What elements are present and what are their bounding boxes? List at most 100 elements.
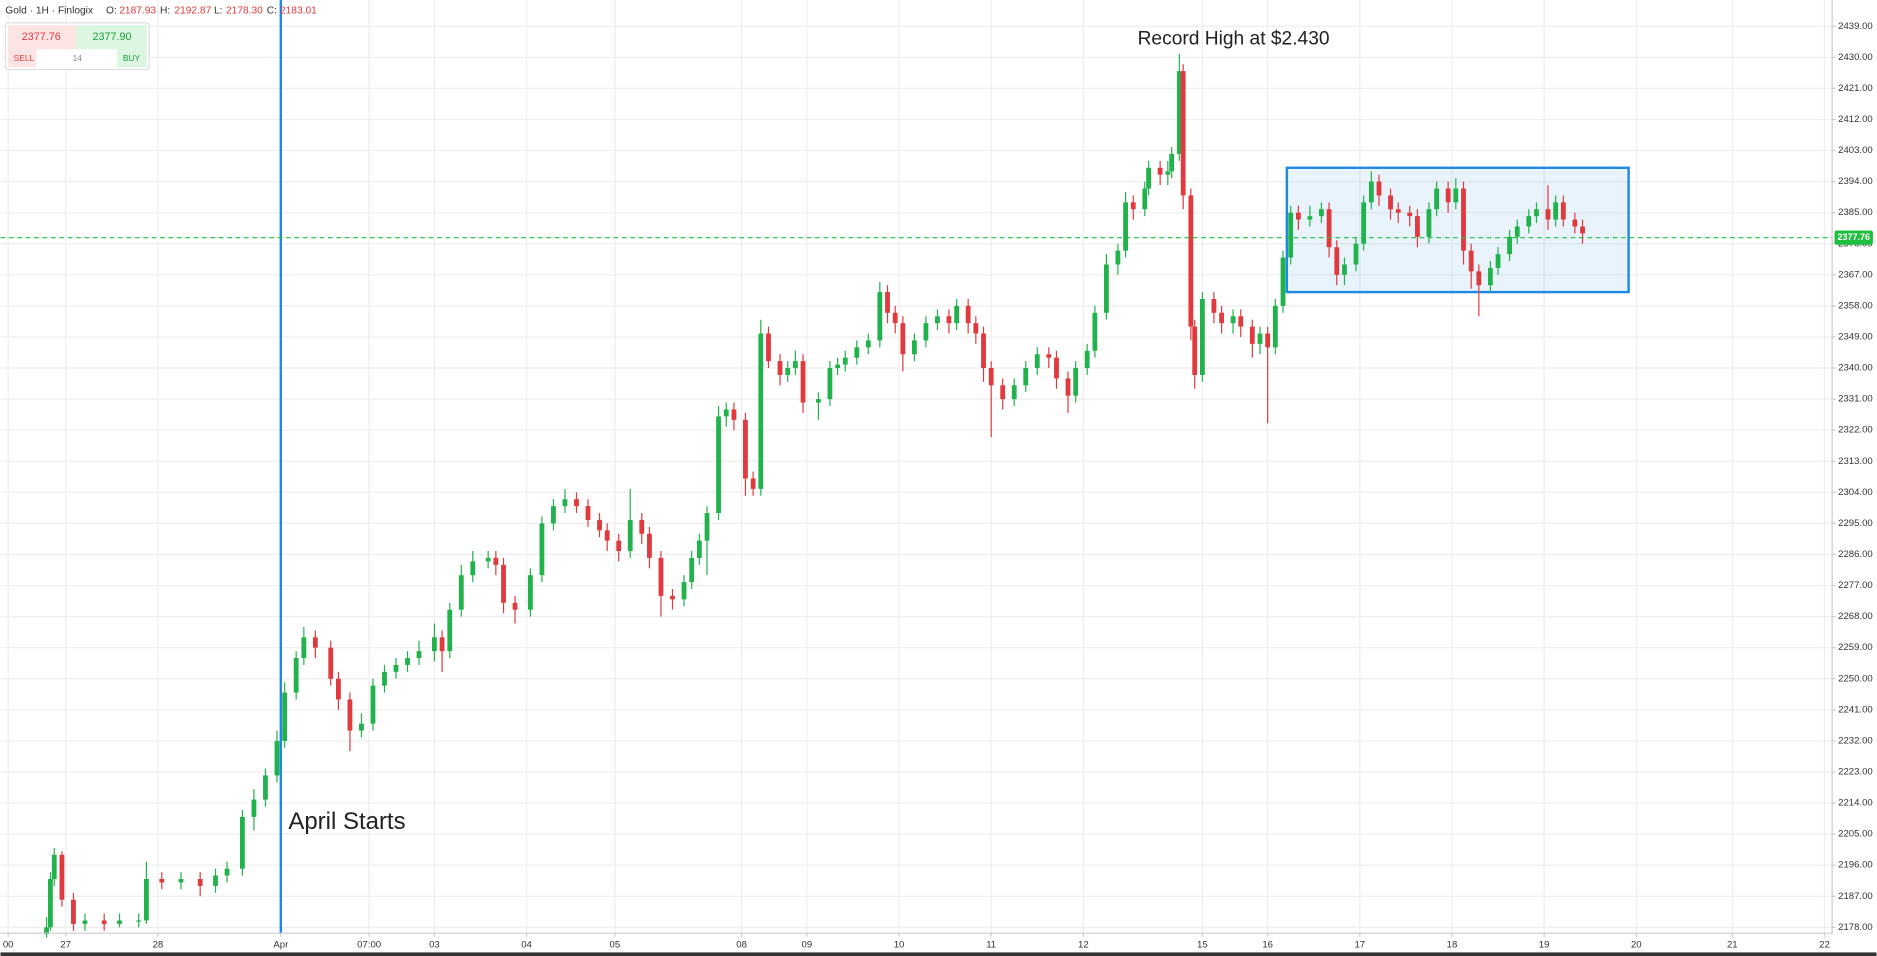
candle-body bbox=[224, 868, 230, 876]
candle-body bbox=[639, 519, 645, 534]
y-tick-label: 2403.00 bbox=[1838, 145, 1873, 156]
candle-body bbox=[704, 513, 710, 541]
candle-body bbox=[144, 879, 149, 921]
candle-body bbox=[1319, 209, 1324, 217]
candle-body bbox=[1192, 326, 1198, 375]
candle-body bbox=[574, 499, 579, 507]
candle-body bbox=[1468, 250, 1474, 272]
last-price-label: 2377.76 bbox=[1837, 232, 1869, 242]
candle-body bbox=[865, 340, 871, 348]
candle-body bbox=[48, 879, 53, 928]
y-tick-label: 2232.00 bbox=[1838, 735, 1873, 746]
candle-body bbox=[1368, 181, 1374, 203]
candle-body bbox=[1230, 316, 1236, 324]
buy-button[interactable] bbox=[116, 49, 147, 68]
y-tick-label: 2223.00 bbox=[1838, 767, 1873, 778]
x-tick-label: Apr bbox=[273, 940, 289, 951]
x-tick-label: 18 bbox=[1447, 940, 1458, 951]
candle-body bbox=[842, 357, 848, 365]
y-tick-label: 2394.00 bbox=[1838, 176, 1873, 187]
candle-body bbox=[1461, 188, 1466, 251]
candle-body bbox=[1046, 354, 1052, 358]
candle-body bbox=[1188, 195, 1194, 327]
candle-body bbox=[854, 347, 860, 358]
x-tick-label: 08 bbox=[736, 940, 747, 951]
candle-body bbox=[954, 305, 960, 324]
candle-body bbox=[604, 530, 610, 541]
candle-body bbox=[1073, 368, 1079, 396]
candle-body bbox=[432, 637, 437, 652]
candle-body bbox=[1295, 212, 1301, 220]
x-tick-label: 28 bbox=[153, 940, 164, 951]
candle-body bbox=[562, 499, 568, 507]
grid bbox=[0, 0, 1833, 934]
candle-body bbox=[1115, 250, 1121, 265]
buy-box[interactable] bbox=[76, 25, 147, 50]
x-tick-label: 00 bbox=[3, 940, 14, 951]
candle-body bbox=[1487, 267, 1493, 286]
x-tick-label: 10 bbox=[894, 940, 905, 951]
candle-body bbox=[973, 323, 979, 334]
candle-body bbox=[785, 368, 791, 375]
x-tick-label: 07:00 bbox=[357, 940, 381, 951]
candle-body bbox=[1572, 219, 1578, 227]
x-tick-label: 17 bbox=[1354, 940, 1365, 951]
candle-body bbox=[1495, 254, 1501, 268]
candle-body bbox=[1388, 195, 1393, 210]
candle-body bbox=[136, 920, 142, 922]
candle-body bbox=[1249, 326, 1255, 344]
candle-body bbox=[382, 671, 387, 686]
ohlc-value: 2192.87 bbox=[174, 5, 211, 16]
candle-body bbox=[658, 557, 664, 596]
candle-body bbox=[743, 419, 748, 479]
candle-body bbox=[1560, 202, 1566, 220]
candle-body bbox=[71, 899, 76, 924]
candle-body bbox=[981, 333, 986, 369]
candle-body bbox=[240, 816, 245, 869]
candle-body bbox=[1084, 350, 1090, 369]
candle-body bbox=[1023, 368, 1029, 386]
candle-body bbox=[501, 564, 506, 603]
candle-body bbox=[1142, 188, 1148, 210]
candle-body bbox=[447, 609, 453, 652]
candle-body bbox=[716, 416, 721, 514]
buy-label[interactable]: BUY bbox=[123, 53, 141, 63]
sell-button[interactable] bbox=[7, 49, 37, 68]
y-tick-label: 2430.00 bbox=[1838, 52, 1873, 63]
y-tick-label: 2340.00 bbox=[1838, 363, 1873, 374]
x-tick-label: 19 bbox=[1539, 940, 1550, 951]
x-tick-label: 27 bbox=[60, 940, 71, 951]
sell-box[interactable] bbox=[7, 25, 77, 50]
x-tick-label: 11 bbox=[986, 940, 996, 951]
ohlc-label: L: bbox=[214, 5, 223, 16]
candle-body bbox=[197, 879, 203, 886]
candle-body bbox=[647, 533, 652, 558]
candle-body bbox=[1219, 312, 1224, 324]
sell-label[interactable]: SELL bbox=[14, 53, 35, 63]
candle-body bbox=[689, 557, 695, 583]
candle-body bbox=[393, 664, 399, 672]
candle-body bbox=[935, 316, 940, 324]
bottom-bar bbox=[0, 952, 1877, 956]
candle-body bbox=[988, 368, 994, 386]
buy-price[interactable]: 2377.90 bbox=[93, 31, 132, 43]
candle-body bbox=[923, 323, 929, 341]
sell-price[interactable]: 2377.76 bbox=[22, 31, 61, 43]
candle-body bbox=[670, 595, 675, 600]
ohlc-label: H: bbox=[160, 5, 170, 16]
candle-body bbox=[159, 879, 165, 883]
candle-body bbox=[1342, 264, 1347, 275]
ohlc-value: 2178.30 bbox=[226, 5, 263, 16]
y-tick-label: 2349.00 bbox=[1838, 331, 1873, 342]
candle-body bbox=[1265, 333, 1271, 348]
y-tick-label: 2331.00 bbox=[1838, 394, 1873, 405]
candle-body bbox=[416, 651, 422, 659]
candle-body bbox=[827, 368, 833, 400]
candle-body bbox=[405, 658, 410, 665]
candle-body bbox=[1103, 264, 1109, 313]
candle-body bbox=[293, 658, 299, 693]
x-tick-label: 12 bbox=[1078, 940, 1089, 951]
ohlc-value: 2187.93 bbox=[119, 5, 156, 16]
candle-body bbox=[1272, 305, 1278, 348]
candle-body bbox=[723, 409, 729, 417]
